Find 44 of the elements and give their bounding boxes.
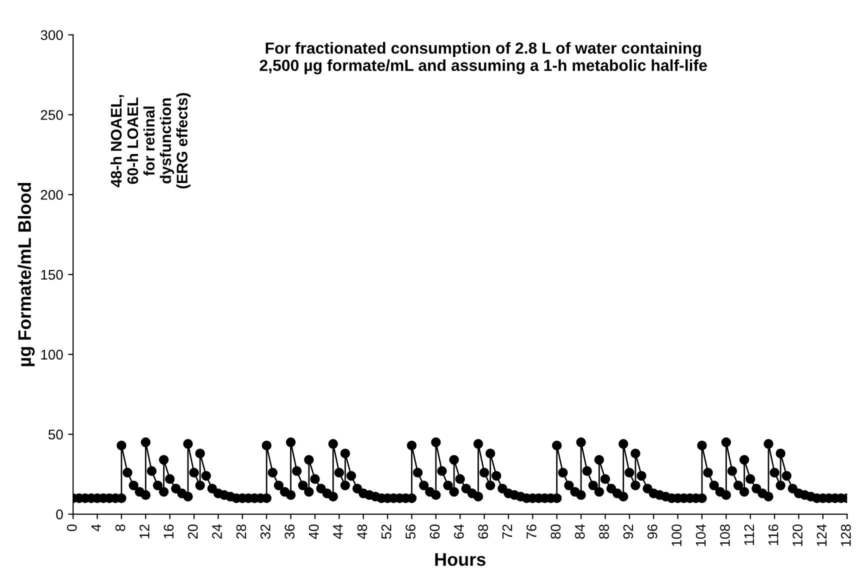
y-axis-title: µg Formate/mL Blood [18, 182, 35, 366]
x-axis-title: Hours [435, 553, 486, 566]
x-tick-label: 4 [91, 524, 101, 532]
y-tick-label: 0 [56, 510, 63, 520]
y-tick-label: 150 [41, 270, 63, 280]
x-tick-label: 56 [406, 524, 416, 539]
x-tick-label: 128 [840, 524, 851, 546]
x-tick-label: 76 [526, 524, 536, 539]
y-tick-label: 100 [41, 350, 63, 360]
x-tick-label: 92 [623, 524, 634, 539]
x-tick-label: 88 [599, 524, 609, 539]
annotation: 48-h NOAEL, 60-h LOAEL for retinal dysfunction (ERG effects) [110, 93, 191, 188]
x-tick-label: 124 [816, 524, 827, 546]
x-tick-label: 96 [647, 524, 658, 539]
x-tick-label: 44 [333, 524, 343, 540]
x-tick-label: 52 [381, 524, 392, 539]
x-tick-label: 84 [574, 524, 585, 539]
x-tick-label: 36 [284, 524, 295, 539]
x-tick-label: 100 [672, 524, 682, 546]
x-tick-label: 68 [478, 524, 488, 539]
x-tick-label: 48 [357, 524, 368, 540]
x-tick-label: 28 [236, 524, 246, 539]
y-tick-label: 250 [40, 110, 63, 120]
y-tick-label: 200 [40, 190, 63, 200]
x-tick-label: 72 [502, 524, 512, 539]
x-tick-label: 64 [454, 524, 464, 539]
x-tick-label: 8 [115, 524, 126, 532]
x-tick-label: 112 [744, 524, 754, 545]
y-tick-label: 300 [40, 30, 63, 40]
x-tick-label: 20 [188, 524, 198, 539]
x-tick-label: 104 [696, 524, 706, 546]
x-tick-label: 12 [140, 524, 150, 538]
x-tick-label: 80 [550, 524, 561, 539]
text: For fractionated consumption of 2.8 L of water containing 2,500 µg formate/mL and assuming a 1-h metabolic half-life [260, 42, 707, 74]
x-tick-label: 116 [768, 524, 778, 545]
x-tick-label: 0 [66, 524, 77, 532]
x-tick-label: 108 [720, 524, 730, 546]
y-tick-label: 50 [48, 430, 63, 440]
x-tick-label: 120 [792, 524, 802, 546]
x-tick-label: 40 [308, 524, 319, 540]
x-tick-label: 32 [260, 524, 270, 539]
x-tick-label: 16 [164, 524, 174, 538]
x-tick-label: 24 [212, 524, 222, 539]
x-tick-label: 60 [430, 524, 440, 539]
